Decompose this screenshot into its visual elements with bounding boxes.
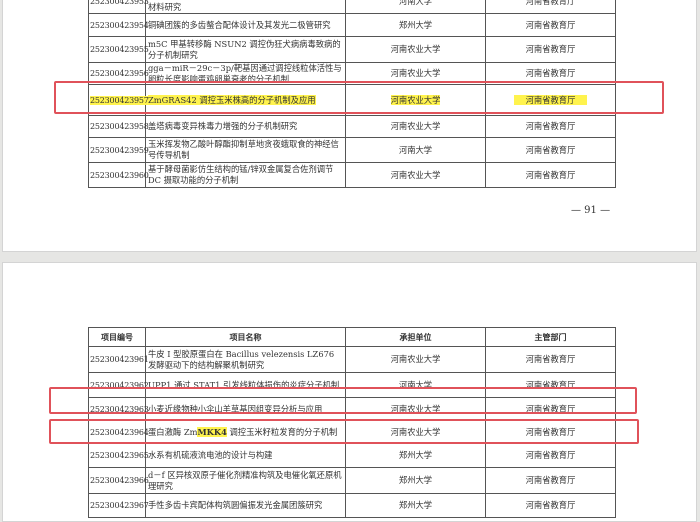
highlighted-text: ZmGRAS42 调控玉米株高的分子机制及应用 [148, 94, 316, 105]
table-row: 252300423958 盖塔病毒变异株毒力增强的分子机制研究 河南农业大学 河南省教… [88, 115, 616, 138]
header-dept: 主管部门 [485, 327, 616, 347]
project-dept: 河南省教育厅 [485, 346, 616, 373]
project-dept: 河南省教育厅 [485, 443, 616, 468]
header-project-id: 项目编号 [88, 327, 146, 347]
project-unit: 郑州大学 [345, 443, 486, 468]
project-id: 252300423965 [88, 443, 149, 468]
project-name: d－f 区异核双原子催化剂精准构筑及电催化氧还原机理研究 [145, 467, 346, 494]
table-row: 252300423960 基于酵母菌影仿生结构的锰/锌双金属复合佐剂调节 DC 摄… [88, 162, 616, 188]
table-row: 252300423961 牛皮 I 型胶原蛋白在 Bacillus velezen… [88, 346, 616, 373]
project-name-text: gga－miR－29c－3p/靶基因通过调控线粒体活性与卵粒长度影响蛋鸡卵巢衰老… [148, 63, 342, 84]
project-id: 252300423953 [88, 0, 149, 14]
annotation-box [49, 419, 639, 444]
project-unit: 河南农业大学 [345, 397, 486, 421]
table-row: 252300423967 手性多齿卡宾配体构筑圆偏振发光金属团簇研究 郑州大学 河南省… [88, 493, 616, 518]
project-name: 材料研究 [145, 0, 346, 14]
project-name: 水系有机硫液流电池的设计与构建 [145, 443, 346, 468]
highlighted-text: 252300423957 [90, 95, 149, 105]
project-id: 252300423959 [88, 137, 149, 163]
project-dept: 河南省教育厅 [485, 0, 616, 14]
project-name-suffix: 调控玉米籽粒发育的分子机制 [226, 426, 338, 437]
table-row: 252300423953 材料研究 河南大学 河南省教育厅 [88, 0, 616, 14]
highlighted-text: MKK4 [197, 426, 227, 437]
table-header-row: 项目编号 项目名称 承担单位 主管部门 [88, 327, 616, 347]
annotation-box [49, 387, 637, 414]
project-id: 252300423967 [88, 493, 149, 518]
project-id: 252300423955 [88, 36, 149, 63]
project-unit: 河南农业大学 [345, 346, 486, 373]
project-name-prefix: 蛋白激酶 Zm [148, 426, 198, 437]
page-number: — 91 — [571, 205, 611, 216]
project-id: 252300423958 [88, 115, 149, 138]
project-unit: 郑州大学 [345, 467, 486, 494]
highlighted-text: 河南省教育厅 [513, 94, 588, 105]
project-name: 基于酵母菌影仿生结构的锰/锌双金属复合佐剂调节 DC 摄取功能的分子机制 [145, 162, 346, 188]
project-name: ZmGRAS42 调控玉米株高的分子机制及应用 [145, 84, 346, 116]
project-unit: 河南农业大学 [345, 162, 486, 188]
table-row: 252300423962 UPP1 通过 STAT1 引发线粒体损伤的炎症分子机制… [88, 372, 616, 398]
project-dept: 河南省教育厅 [485, 467, 616, 494]
document-page-92: 项目编号 项目名称 承担单位 主管部门 252300423961 牛皮 I 型胶原… [2, 262, 697, 522]
table-row: 252300423955 m5C 甲基转移酶 NSUN2 调控伪狂犬病病毒致病的分… [88, 36, 616, 63]
project-dept: 河南省教育厅 [485, 115, 616, 138]
project-unit: 河南农业大学 [345, 36, 486, 63]
annotation-box [54, 81, 664, 114]
table-row-highlighted: 252300423957 ZmGRAS42 调控玉米株高的分子机制及应用 河南农业大… [88, 84, 616, 116]
header-unit: 承担单位 [345, 327, 486, 347]
project-name: 手性多齿卡宾配体构筑圆偏振发光金属团簇研究 [145, 493, 346, 518]
project-unit: 河南大学 [345, 0, 486, 14]
project-dept: 河南省教育厅 [485, 13, 616, 37]
project-unit: 河南大学 [345, 372, 486, 398]
project-table-page2: 项目编号 项目名称 承担单位 主管部门 252300423961 牛皮 I 型胶原… [88, 327, 616, 518]
table-row: 252300423965 水系有机硫液流电池的设计与构建 郑州大学 河南省教育厅 [88, 443, 616, 468]
project-id: 252300423962 [88, 372, 149, 398]
project-unit: 河南大学 [345, 137, 486, 163]
project-name: 铜碘团簇的多齿螯合配体设计及其发光二极管研究 [145, 13, 346, 37]
header-project-name: 项目名称 [145, 327, 346, 347]
table-row: 252300423954 铜碘团簇的多齿螯合配体设计及其发光二极管研究 郑州大学 河南… [88, 13, 616, 37]
project-name: 盖塔病毒变异株毒力增强的分子机制研究 [145, 115, 346, 138]
project-unit: 河南农业大学 [345, 115, 486, 138]
table-row: 252300423959 玉米挥发物乙酸叶醇酯抑制草地贪夜蛾取食的神经信号传导机制… [88, 137, 616, 163]
project-name: 玉米挥发物乙酸叶醇酯抑制草地贪夜蛾取食的神经信号传导机制 [145, 137, 346, 163]
project-dept: 河南省教育厅 [485, 137, 616, 163]
project-unit: 郑州大学 [345, 13, 486, 37]
highlighted-text: 河南农业大学 [390, 94, 441, 105]
project-id: 252300423961 [88, 346, 149, 373]
project-name: 牛皮 I 型胶原蛋白在 Bacillus velezensis LZ676 发酵… [145, 346, 346, 373]
project-name: m5C 甲基转移酶 NSUN2 调控伪狂犬病病毒致病的分子机制研究 [145, 36, 346, 63]
project-table-page1: 252300423953 材料研究 河南大学 河南省教育厅 252300423954 铜… [88, 0, 616, 188]
project-unit: 河南农业大学 [345, 84, 486, 116]
project-unit: 郑州大学 [345, 493, 486, 518]
project-name: UPP1 通过 STAT1 引发线粒体损伤的炎症分子机制 [145, 372, 346, 398]
document-page-91: 252300423953 材料研究 河南大学 河南省教育厅 252300423954 铜… [2, 0, 697, 252]
project-dept: 河南省教育厅 [485, 162, 616, 188]
project-dept: 河南省教育厅 [485, 36, 616, 63]
project-id: 252300423960 [88, 162, 149, 188]
project-id: 252300423954 [88, 13, 149, 37]
project-dept: 河南省教育厅 [485, 493, 616, 518]
project-id: 252300423966 [88, 467, 149, 494]
table-row: 252300423966 d－f 区异核双原子催化剂精准构筑及电催化氧还原机理研究… [88, 467, 616, 494]
table-row: 252300423956 gga－miR－29c－3p/靶基因通过调控线粒体活性与… [88, 62, 616, 85]
